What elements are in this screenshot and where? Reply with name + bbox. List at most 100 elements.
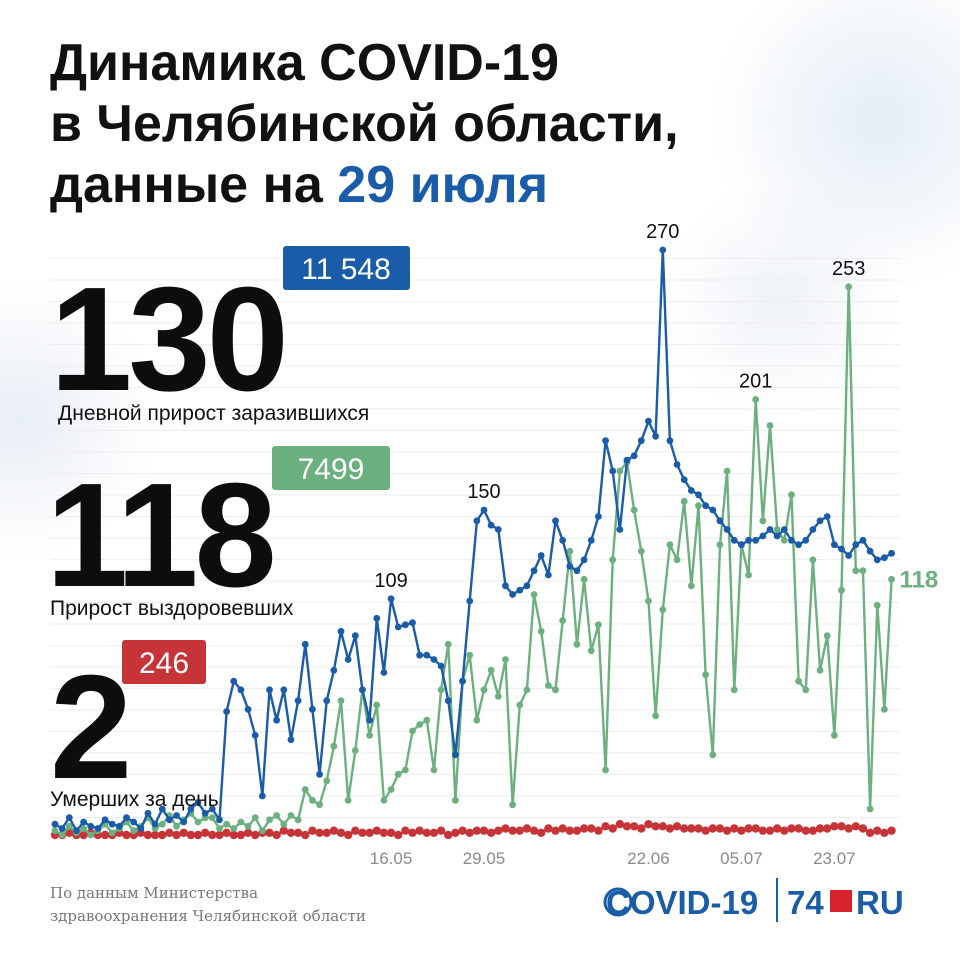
data-point — [301, 640, 309, 648]
data-point — [687, 582, 695, 590]
data-point — [530, 591, 538, 598]
data-point — [115, 822, 123, 830]
end-label: 118 — [900, 566, 939, 593]
data-point — [379, 828, 389, 838]
data-point — [130, 818, 138, 826]
data-point — [208, 814, 216, 822]
data-point — [387, 595, 395, 603]
data-point — [858, 824, 868, 833]
stat-total: 11 548 — [301, 253, 391, 286]
data-point — [309, 705, 316, 713]
data-point — [708, 824, 717, 833]
data-point — [595, 513, 602, 520]
data-point — [100, 830, 110, 840]
logo: COVID-19 74 RU — [603, 878, 904, 922]
data-point — [329, 826, 339, 835]
data-point — [801, 826, 810, 835]
data-point — [652, 712, 659, 720]
x-tick-label: 16.05 — [370, 849, 413, 868]
data-point — [723, 526, 731, 533]
data-point — [94, 825, 102, 832]
data-point — [487, 666, 495, 674]
data-point — [366, 716, 373, 724]
data-point — [208, 805, 216, 813]
data-point — [415, 826, 424, 835]
data-point — [158, 830, 167, 840]
data-point — [702, 502, 710, 510]
data-point — [501, 824, 510, 833]
data-point — [823, 632, 831, 640]
data-point — [409, 727, 416, 735]
data-point — [123, 814, 130, 822]
data-point — [587, 536, 595, 544]
data-point — [251, 814, 259, 822]
x-tick-label: 22.06 — [627, 849, 670, 868]
data-point — [602, 766, 609, 774]
data-point — [294, 697, 302, 705]
data-point — [529, 826, 539, 835]
data-point — [559, 536, 567, 544]
data-point — [795, 677, 802, 685]
data-point — [473, 517, 481, 525]
data-point — [594, 826, 603, 835]
data-point — [516, 701, 524, 709]
data-point — [751, 824, 760, 833]
data-point — [151, 820, 159, 828]
data-label: 109 — [374, 570, 407, 592]
data-point — [436, 826, 446, 835]
data-point — [365, 828, 374, 838]
data-point — [766, 526, 774, 533]
data-point — [280, 820, 288, 828]
data-point — [680, 476, 688, 484]
data-point — [387, 786, 395, 793]
data-point — [316, 801, 323, 809]
stat-value: 118 — [46, 453, 273, 618]
data-point — [150, 830, 160, 840]
data-point — [200, 828, 210, 838]
data-label: 201 — [739, 371, 772, 393]
data-point — [243, 828, 253, 838]
data-point — [466, 597, 474, 605]
data-point — [351, 632, 359, 640]
data-point — [337, 697, 345, 705]
data-point — [208, 830, 217, 840]
data-point — [502, 656, 509, 663]
data-point — [644, 819, 653, 829]
series-line — [54, 285, 893, 837]
data-point — [566, 562, 574, 570]
data-point — [452, 796, 459, 804]
data-point — [766, 422, 774, 429]
data-point — [537, 828, 546, 838]
data-point — [809, 526, 817, 533]
data-point — [344, 656, 352, 663]
data-point — [815, 824, 825, 833]
data-point — [401, 621, 409, 629]
data-point — [680, 824, 689, 833]
data-point — [179, 828, 188, 838]
data-point — [759, 517, 767, 525]
data-point — [844, 824, 853, 833]
data-point — [616, 526, 624, 533]
data-label: 130 — [903, 0, 936, 5]
logo-name: COVID-19 — [606, 884, 758, 921]
data-point — [666, 541, 674, 549]
data-point — [479, 826, 489, 835]
data-point — [144, 809, 152, 817]
data-point — [630, 506, 638, 514]
data-point — [487, 521, 495, 529]
data-point — [416, 721, 424, 728]
data-point — [672, 822, 682, 831]
data-point — [665, 824, 675, 833]
data-point — [780, 536, 788, 544]
data-point — [494, 692, 502, 700]
data-point — [530, 567, 538, 575]
data-point — [486, 828, 496, 838]
data-point — [108, 829, 116, 837]
logo-site: 74 — [787, 884, 824, 921]
data-point — [166, 816, 173, 824]
data-point — [637, 824, 646, 833]
data-point — [194, 799, 202, 806]
data-point — [816, 666, 824, 674]
data-point — [172, 830, 181, 840]
data-point — [336, 828, 346, 838]
